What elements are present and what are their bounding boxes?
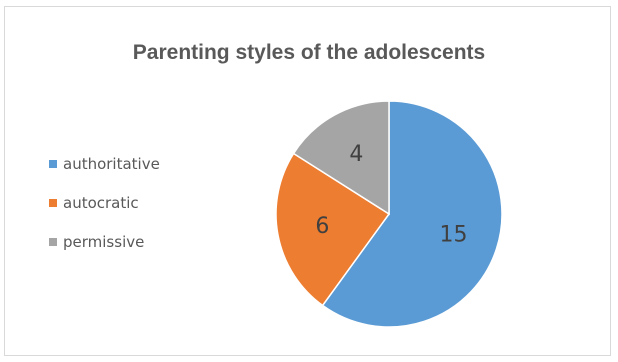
legend-item-autocratic: autocratic xyxy=(49,193,160,213)
legend-item-authoritative: authoritative xyxy=(49,154,160,174)
pie-slice-authoritative xyxy=(321,100,503,328)
legend-label-autocratic: autocratic xyxy=(63,194,139,212)
chart-title: Parenting styles of the adolescents xyxy=(132,41,486,64)
data-label-autocratic: 6 xyxy=(315,214,329,239)
legend-swatch-authoritative xyxy=(49,160,57,168)
legend-label-permissive: permissive xyxy=(63,233,145,251)
data-label-permissive: 4 xyxy=(349,142,363,167)
pie-slice-permissive xyxy=(292,100,390,216)
legend-swatch-permissive xyxy=(49,238,57,246)
legend: authoritative autocratic permissive xyxy=(49,154,160,271)
data-label-authoritative: 15 xyxy=(439,222,467,247)
legend-item-permissive: permissive xyxy=(49,232,160,252)
pie-slice-autocratic xyxy=(275,152,391,307)
legend-label-authoritative: authoritative xyxy=(63,155,160,173)
legend-swatch-autocratic xyxy=(49,199,57,207)
